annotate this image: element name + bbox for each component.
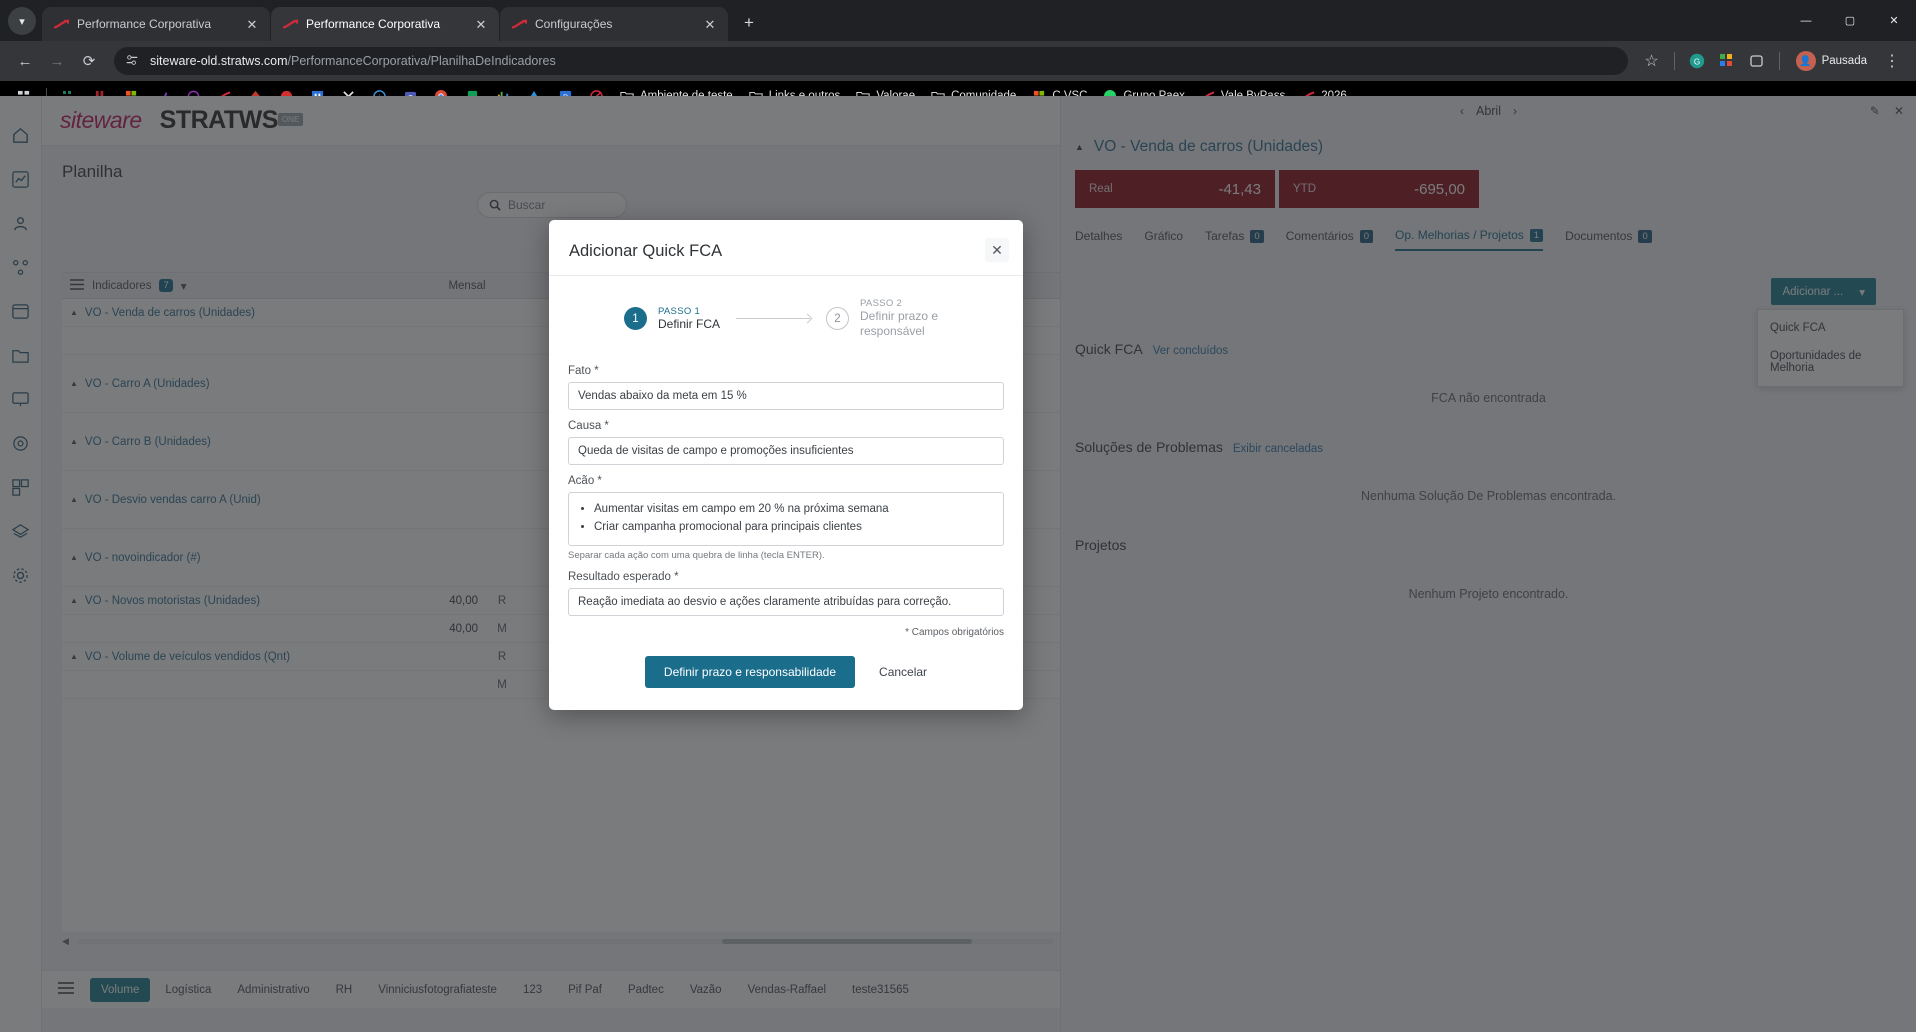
step-2[interactable]: 2 PASSO 2 Definir prazo e responsável <box>826 298 948 339</box>
acao-field[interactable]: Aumentar visitas em campo em 20 % na pró… <box>568 492 1004 546</box>
modal-title: Adicionar Quick FCA <box>569 242 723 260</box>
step-number: 2 <box>826 307 849 330</box>
step-kicker: PASSO 2 <box>860 298 903 309</box>
extension-teal-icon[interactable]: G <box>1683 47 1711 75</box>
step-kicker: PASSO 1 <box>657 305 701 317</box>
url-path: /PerformanceCorporativa/PlanilhaDeIndica… <box>287 54 556 68</box>
tab-title: Configurações <box>535 17 613 31</box>
quick-fca-modal: Adicionar Quick FCA ✕ 1 PASSO 1 Definir … <box>549 220 1023 710</box>
new-tab-button[interactable]: + <box>744 13 754 32</box>
profile-label: Pausada <box>1821 55 1867 67</box>
toolbar-divider <box>1673 52 1675 70</box>
step-labels: PASSO 2 Definir prazo e responsável <box>860 298 948 339</box>
modal-footer: Definir prazo e responsabilidade Cancela… <box>549 638 1023 710</box>
tab-strip: ▾ Performance Corporativa ✕ Performance … <box>0 0 1916 41</box>
acao-list: Aumentar visitas em campo em 20 % na pró… <box>594 501 994 537</box>
modal-stepper: 1 PASSO 1 Definir FCA 2 PASSO 2 Definir … <box>549 276 1023 353</box>
extensions-puzzle-icon[interactable] <box>1743 47 1771 75</box>
step-1[interactable]: 1 PASSO 1 Definir FCA <box>623 306 720 332</box>
tab-title: Performance Corporativa <box>77 17 212 31</box>
step-number: 1 <box>623 307 647 330</box>
resultado-field[interactable] <box>568 587 1004 616</box>
step-connector-arrow <box>736 318 810 319</box>
resultado-label: Resultado esperado * <box>568 570 679 583</box>
modal-body: Fato * Causa * Acão * Aumentar visitas e… <box>549 353 1023 638</box>
causa-field[interactable] <box>568 437 1004 465</box>
close-icon[interactable]: ✕ <box>475 16 487 32</box>
extension-grid-icon[interactable] <box>1713 47 1741 75</box>
fato-field[interactable] <box>568 382 1004 410</box>
window-controls: — ▢ ✕ <box>1784 0 1916 41</box>
close-icon[interactable]: ✕ <box>985 238 1009 262</box>
back-icon[interactable]: ← <box>17 52 33 70</box>
browser-tab-1[interactable]: Performance Corporativa ✕ <box>42 7 270 41</box>
browser-toolbar: ← → ⟳ siteware-old.stratws.com/Performan… <box>0 41 1916 81</box>
minimize-icon[interactable]: — <box>1800 14 1812 27</box>
reload-icon[interactable]: ⟳ <box>82 53 96 70</box>
tab-search-icon[interactable]: ▾ <box>8 7 36 35</box>
url-text: siteware-old.stratws.com/PerformanceCorp… <box>150 54 556 68</box>
forward-icon[interactable]: → <box>49 52 65 70</box>
svg-text:G: G <box>1693 58 1699 67</box>
close-icon[interactable]: ✕ <box>704 16 716 32</box>
stratws-icon <box>511 16 527 32</box>
stratws-icon <box>282 16 298 32</box>
modal-header: Adicionar Quick FCA ✕ <box>549 220 1023 276</box>
site-settings-icon[interactable] <box>125 53 141 69</box>
acao-item: Aumentar visitas em campo em 20 % na pró… <box>594 501 994 519</box>
browser-tab-2[interactable]: Performance Corporativa ✕ <box>271 7 499 41</box>
definir-prazo-button[interactable]: Definir prazo e responsabilidade <box>644 655 856 688</box>
stratws-icon <box>53 16 69 32</box>
chrome-menu-icon[interactable]: ⋮ <box>1884 53 1900 70</box>
cancel-button[interactable]: Cancelar <box>879 664 928 679</box>
bookmark-star-icon[interactable]: ☆ <box>1644 53 1659 70</box>
acao-label: Acão * <box>568 475 602 487</box>
required-note: * Campos obrigatórios <box>905 626 1004 638</box>
fato-label: Fato * <box>568 365 599 377</box>
maximize-icon[interactable]: ▢ <box>1844 15 1856 27</box>
step-labels: PASSO 1 Definir FCA <box>658 306 720 332</box>
toolbar-divider <box>1778 52 1780 70</box>
browser-tab-3[interactable]: Configurações ✕ <box>500 7 728 41</box>
causa-label: Causa * <box>568 420 609 432</box>
acao-hint: Separar cada ação com uma quebra de linh… <box>568 549 825 561</box>
close-icon[interactable]: ✕ <box>246 16 258 32</box>
step-label: Definir prazo e responsável <box>860 309 939 338</box>
profile-chip[interactable]: 👤 Pausada <box>1792 48 1876 74</box>
tab-title: Performance Corporativa <box>306 17 441 31</box>
url-domain: siteware-old.stratws.com <box>150 54 288 68</box>
avatar: 👤 <box>1795 51 1816 71</box>
close-window-icon[interactable]: ✕ <box>1889 15 1899 27</box>
address-bar[interactable]: siteware-old.stratws.com/PerformanceCorp… <box>114 47 1628 75</box>
step-label: Definir FCA <box>657 316 720 331</box>
page-viewport: siteware STRATWSONE Planilha Buscar OPE … <box>0 96 1916 1032</box>
acao-item: Criar campanha promocional para principa… <box>594 519 994 537</box>
